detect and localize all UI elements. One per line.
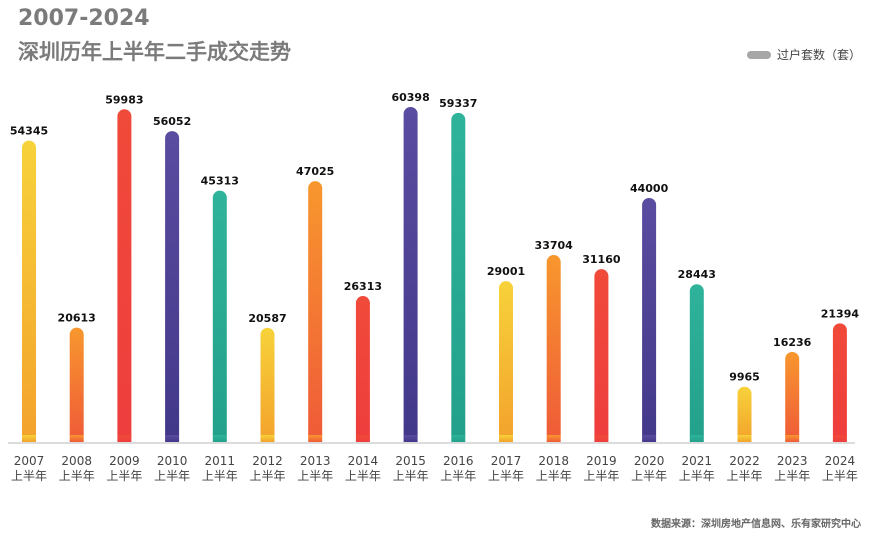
data-label-2009: 59983 [105, 93, 143, 106]
x-tick-label-2014: 2014 [348, 454, 379, 468]
x-tick-label-2010: 2010 [157, 454, 188, 468]
x-tick-suffix-2008: 上半年 [59, 469, 95, 483]
x-tick-suffix-2023: 上半年 [774, 469, 810, 483]
x-tick-label-2009: 2009 [109, 454, 140, 468]
bar-2018 [546, 255, 561, 442]
data-label-2007: 54345 [10, 125, 48, 138]
bar-base-2010 [165, 435, 180, 442]
x-tick-label-2023: 2023 [777, 454, 808, 468]
bar-base-2014 [355, 435, 370, 442]
bar-base-2008 [69, 435, 84, 442]
bar-2019 [594, 269, 609, 442]
x-tick-label-2024: 2024 [825, 454, 856, 468]
x-tick-suffix-2015: 上半年 [393, 469, 429, 483]
x-tick-label-2019: 2019 [586, 454, 617, 468]
data-label-2011: 45313 [201, 175, 239, 188]
bar-2023 [785, 351, 800, 442]
bar-base-2017 [499, 435, 513, 442]
bar-base-2018 [546, 435, 561, 442]
bar-2010 [165, 131, 180, 442]
x-tick-suffix-2012: 上半年 [249, 469, 285, 483]
legend-label: 过户套数（套） [776, 48, 861, 62]
source-note: 数据来源：深圳房地产信息网、乐有家研究中心 [651, 519, 861, 530]
legend-swatch [746, 50, 771, 59]
data-label-2022: 9965 [729, 371, 760, 384]
x-tick-suffix-2013: 上半年 [297, 469, 333, 483]
bar-base-2022 [737, 435, 752, 442]
x-tick-label-2011: 2011 [205, 454, 236, 468]
x-tick-suffix-2021: 上半年 [679, 469, 715, 483]
x-tick-suffix-2018: 上半年 [536, 469, 572, 483]
data-label-2017: 29001 [487, 265, 525, 278]
bar-2014 [355, 296, 370, 442]
x-tick-suffix-2020: 上半年 [631, 469, 667, 483]
x-tick-suffix-2009: 上半年 [106, 469, 142, 483]
x-tick-suffix-2011: 上半年 [202, 469, 238, 483]
bar-2021 [689, 284, 704, 442]
bar-2012 [260, 327, 275, 442]
x-tick-suffix-2014: 上半年 [345, 469, 381, 483]
bar-2016 [451, 112, 466, 442]
data-label-2013: 47025 [296, 165, 334, 178]
bar-base-2015 [403, 435, 418, 442]
x-tick-suffix-2016: 上半年 [440, 469, 476, 483]
bar-2024 [832, 323, 847, 442]
x-tick-label-2021: 2021 [682, 454, 713, 468]
bar-base-2023 [785, 435, 800, 442]
x-tick-suffix-2017: 上半年 [488, 469, 524, 483]
x-tick-label-2013: 2013 [300, 454, 331, 468]
data-label-2012: 20587 [248, 312, 286, 325]
x-tick-label-2020: 2020 [634, 454, 665, 468]
bar-base-2013 [308, 435, 323, 442]
legend: 过户套数（套） [746, 46, 861, 63]
x-tick-label-2016: 2016 [443, 454, 474, 468]
bar-2020 [642, 197, 657, 442]
chart-title: 2007-2024 [18, 6, 150, 31]
bar-2008 [69, 327, 84, 442]
bar-2017 [499, 281, 513, 442]
data-label-2020: 44000 [630, 182, 669, 195]
bar-2015 [403, 107, 418, 442]
data-label-2010: 56052 [153, 115, 191, 128]
bar-base-2021 [689, 435, 704, 442]
data-label-2023: 16236 [773, 336, 812, 349]
data-label-2019: 31160 [582, 253, 621, 266]
x-tick-label-2015: 2015 [395, 454, 426, 468]
x-tick-label-2022: 2022 [729, 454, 760, 468]
x-tick-label-2008: 2008 [61, 454, 92, 468]
bar-2009 [117, 109, 132, 442]
bar-base-2012 [260, 435, 275, 442]
x-tick-label-2017: 2017 [491, 454, 522, 468]
bar-base-2011 [212, 435, 227, 442]
bar-2013 [308, 181, 323, 442]
x-tick-label-2012: 2012 [252, 454, 283, 468]
data-label-2008: 20613 [58, 312, 96, 325]
data-label-2014: 26313 [344, 280, 382, 293]
x-tick-suffix-2019: 上半年 [583, 469, 619, 483]
x-tick-label-2007: 2007 [14, 454, 45, 468]
chart-subtitle: 深圳历年上半年二手成交走势 [18, 40, 291, 64]
bar-2007 [22, 140, 36, 442]
data-label-2016: 59337 [439, 97, 477, 110]
bar-base-2016 [451, 435, 466, 442]
bar-base-2007 [22, 435, 36, 442]
data-label-2021: 28443 [678, 268, 716, 281]
x-tick-suffix-2022: 上半年 [726, 469, 762, 483]
bar-2022 [737, 386, 752, 442]
bar-base-2024 [832, 435, 847, 442]
bar-base-2020 [642, 435, 657, 442]
bar-2011 [212, 190, 227, 442]
x-tick-suffix-2007: 上半年 [11, 469, 47, 483]
x-tick-suffix-2010: 上半年 [154, 469, 190, 483]
data-label-2015: 60398 [391, 91, 429, 104]
x-tick-label-2018: 2018 [538, 454, 569, 468]
bar-base-2019 [594, 435, 609, 442]
x-tick-suffix-2024: 上半年 [822, 469, 858, 483]
data-label-2018: 33704 [535, 239, 574, 252]
data-label-2024: 21394 [821, 307, 860, 320]
bar-base-2009 [117, 435, 132, 442]
